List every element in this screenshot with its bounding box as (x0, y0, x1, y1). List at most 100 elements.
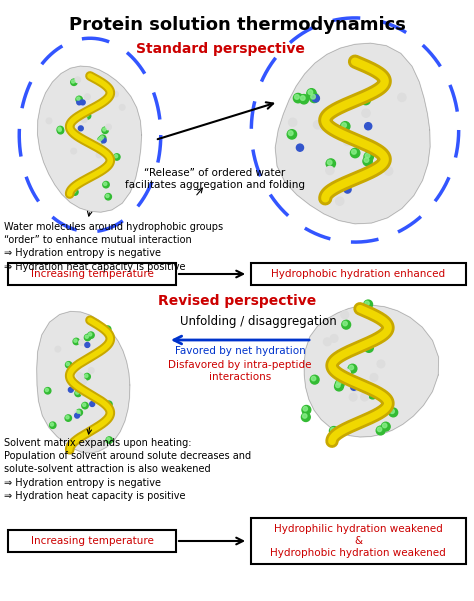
Circle shape (66, 362, 70, 365)
Circle shape (89, 368, 94, 373)
Text: Standard perspective: Standard perspective (136, 42, 304, 56)
Circle shape (107, 438, 110, 441)
Circle shape (75, 413, 80, 418)
Circle shape (365, 301, 369, 305)
Circle shape (85, 114, 88, 117)
Circle shape (76, 391, 79, 394)
Circle shape (361, 393, 368, 401)
Circle shape (80, 100, 85, 105)
Circle shape (81, 379, 86, 385)
Circle shape (336, 383, 340, 388)
Text: Increasing temperature: Increasing temperature (30, 536, 154, 546)
Circle shape (74, 339, 77, 343)
Circle shape (352, 150, 356, 154)
Circle shape (301, 96, 305, 100)
Circle shape (72, 189, 78, 195)
Circle shape (336, 380, 344, 388)
Circle shape (303, 407, 308, 411)
Circle shape (288, 131, 293, 135)
Circle shape (359, 383, 367, 391)
Circle shape (344, 186, 351, 193)
Circle shape (365, 123, 372, 130)
Circle shape (85, 343, 90, 347)
Circle shape (50, 423, 54, 426)
Circle shape (81, 391, 87, 396)
Circle shape (88, 332, 94, 338)
Text: Water molecules around hydrophobic groups
“order” to enhance mutual interaction
: Water molecules around hydrophobic group… (4, 222, 223, 272)
Circle shape (361, 138, 371, 148)
Circle shape (313, 121, 322, 129)
Circle shape (376, 393, 383, 400)
Circle shape (106, 401, 112, 407)
Circle shape (75, 77, 81, 82)
Circle shape (287, 130, 297, 139)
Circle shape (75, 390, 81, 397)
Circle shape (45, 388, 51, 394)
Circle shape (362, 97, 367, 101)
Circle shape (100, 135, 106, 141)
Circle shape (311, 94, 315, 99)
Circle shape (299, 94, 309, 104)
Circle shape (344, 426, 351, 432)
Circle shape (376, 426, 385, 435)
Circle shape (67, 122, 74, 129)
Circle shape (68, 123, 72, 126)
Text: Increasing temperature: Increasing temperature (30, 269, 154, 279)
Circle shape (73, 338, 80, 344)
Text: Protein solution thermodynamics: Protein solution thermodynamics (69, 16, 405, 34)
Text: Favored by net hydration: Favored by net hydration (174, 346, 305, 356)
Text: Disfavored by intra-peptide
interactions: Disfavored by intra-peptide interactions (168, 360, 312, 382)
Circle shape (71, 79, 77, 85)
FancyBboxPatch shape (251, 518, 466, 564)
Circle shape (76, 409, 82, 416)
Circle shape (87, 438, 93, 444)
Circle shape (95, 140, 101, 146)
Circle shape (348, 364, 357, 373)
Circle shape (363, 156, 372, 166)
Polygon shape (275, 43, 430, 224)
Circle shape (310, 93, 319, 103)
Circle shape (106, 194, 109, 198)
Circle shape (100, 136, 103, 139)
Text: Revised perspective: Revised perspective (158, 294, 316, 308)
Circle shape (77, 410, 80, 413)
Circle shape (330, 428, 335, 432)
Circle shape (50, 422, 56, 429)
Circle shape (79, 378, 84, 383)
Circle shape (84, 373, 91, 380)
Circle shape (101, 138, 106, 143)
Circle shape (103, 128, 106, 131)
Circle shape (289, 118, 297, 126)
Circle shape (65, 362, 72, 368)
Circle shape (384, 167, 393, 175)
Circle shape (326, 122, 335, 132)
Circle shape (76, 96, 82, 103)
Circle shape (335, 183, 340, 188)
Circle shape (82, 403, 88, 409)
Circle shape (65, 415, 72, 421)
Circle shape (336, 197, 344, 205)
Circle shape (73, 190, 76, 193)
Circle shape (57, 127, 64, 134)
Circle shape (377, 360, 385, 368)
Circle shape (343, 369, 350, 377)
Circle shape (106, 124, 111, 130)
Circle shape (107, 402, 109, 405)
Circle shape (76, 373, 82, 378)
Circle shape (319, 123, 328, 130)
Circle shape (383, 423, 387, 428)
Circle shape (335, 382, 343, 391)
Circle shape (326, 166, 334, 174)
Circle shape (74, 410, 80, 416)
Circle shape (84, 113, 91, 119)
Circle shape (104, 326, 111, 332)
Circle shape (77, 97, 80, 100)
Polygon shape (304, 305, 438, 437)
Circle shape (341, 311, 348, 319)
Circle shape (72, 80, 75, 83)
Circle shape (311, 376, 316, 381)
Circle shape (364, 157, 369, 162)
Circle shape (327, 123, 332, 128)
Circle shape (102, 127, 109, 133)
Circle shape (46, 388, 48, 392)
